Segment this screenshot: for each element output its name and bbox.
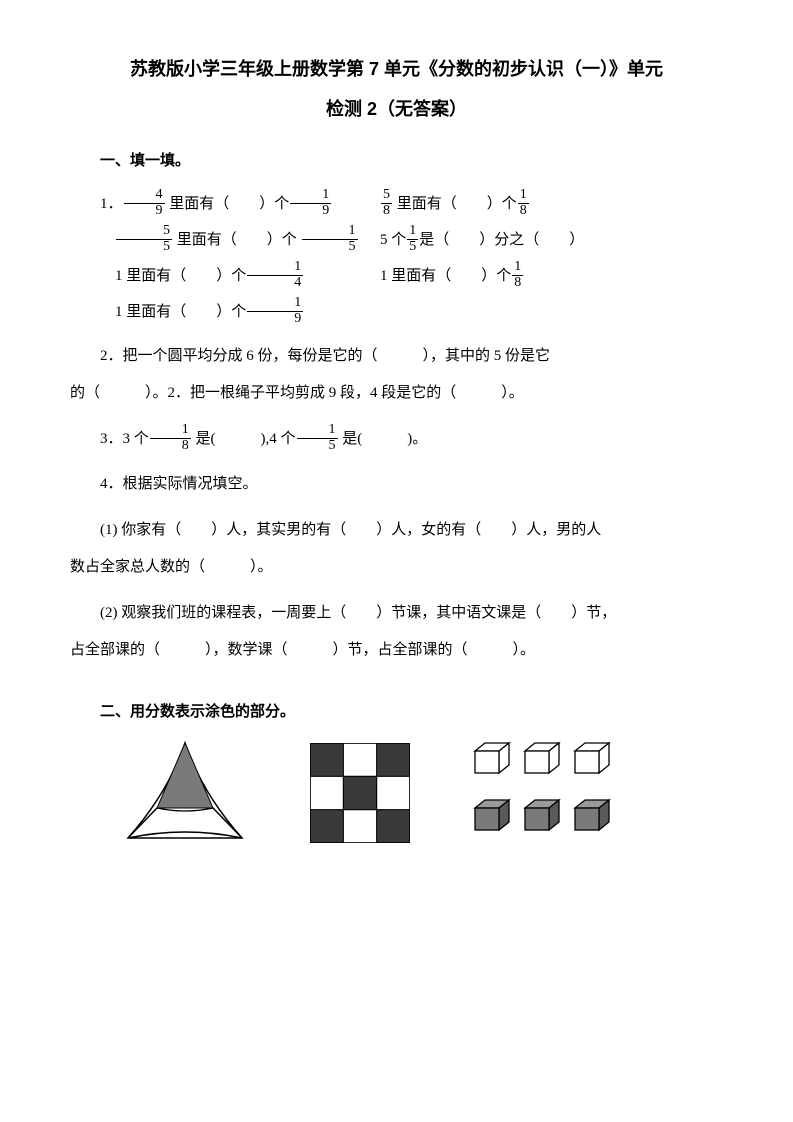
q1-row-2: 55 里面有（ ）个 15 5 个15是（ ）分之（ ） [70,222,723,258]
q4-2b: 占全部课的（ ），数学课（ ）节，占全部课的（ ）。 [70,632,723,670]
q1d-pre: 5 个 [380,232,406,248]
figures-row [120,738,723,848]
frac-1-5c: 15 [297,423,338,453]
frac-1-8: 18 [518,188,529,218]
frac-5-5: 55 [116,224,172,254]
q3-pre: 3．3 个 [100,431,149,447]
q2-line-1: 2．把一个圆平均分成 6 份，每份是它的（ ），其中的 5 份是它 [70,338,723,376]
frac-4-9: 49 [124,188,165,218]
q4-2a: (2) 观察我们班的课程表，一周要上（ ）节课，其中语文课是（ ）节， [70,595,723,633]
q1-row-4: 1 里面有（ ）个19 [70,294,723,330]
q4-1b: 数占全家总人数的（ ）。 [70,549,723,587]
q1a-mid: 里面有（ ）个 [166,196,290,212]
q4-header: 4．根据实际情况填空。 [70,466,723,504]
triangle-figure [120,738,250,848]
cubes-figure [470,738,630,848]
frac-1-9b: 19 [247,296,303,326]
q1g-pre: 1 里面有（ ）个 [115,304,246,320]
q3: 3．3 个18 是( ),4 个15 是( )。 [70,421,723,459]
q2-line-2: 的（ ）。2．把一根绳子平均剪成 9 段，4 段是它的（ ）。 [70,375,723,413]
title-line-1: 苏教版小学三年级上册数学第 7 单元《分数的初步认识（一）》单元 [130,59,663,79]
q4-1a: (1) 你家有（ ）人，其实男的有（ ）人，女的有（ ）人，男的人 [70,512,723,550]
frac-5-8: 58 [381,188,392,218]
frac-1-4: 14 [247,260,303,290]
frac-1-8c: 18 [150,423,191,453]
q3-post: 是( )。 [339,431,428,447]
q1c-mid: 里面有（ ）个 [173,232,301,248]
frac-1-5a: 15 [302,224,358,254]
q3-mid: 是( ),4 个 [192,431,296,447]
page-title: 苏教版小学三年级上册数学第 7 单元《分数的初步认识（一）》单元 检测 2（无答… [70,50,723,129]
q1-row-1: 1．49 里面有（ ）个19 58 里面有（ ）个18 [70,186,723,222]
section-2-header: 二、用分数表示涂色的部分。 [70,698,723,727]
checkerboard-figure [310,743,410,843]
title-line-2: 检测 2（无答案） [326,99,467,119]
q1d-post: 是（ ）分之（ ） [419,232,584,248]
q1f-pre: 1 里面有（ ）个 [380,268,511,284]
frac-1-9: 19 [290,188,331,218]
frac-1-8b: 18 [512,260,523,290]
q1b-mid: 里面有（ ）个 [393,196,517,212]
q1-row-3: 1 里面有（ ）个14 1 里面有（ ）个18 [70,258,723,294]
q1e-pre: 1 里面有（ ）个 [115,268,246,284]
q1a-pre: 1． [100,196,123,212]
frac-1-5b: 15 [407,224,418,254]
section-1-header: 一、填一填。 [70,147,723,176]
